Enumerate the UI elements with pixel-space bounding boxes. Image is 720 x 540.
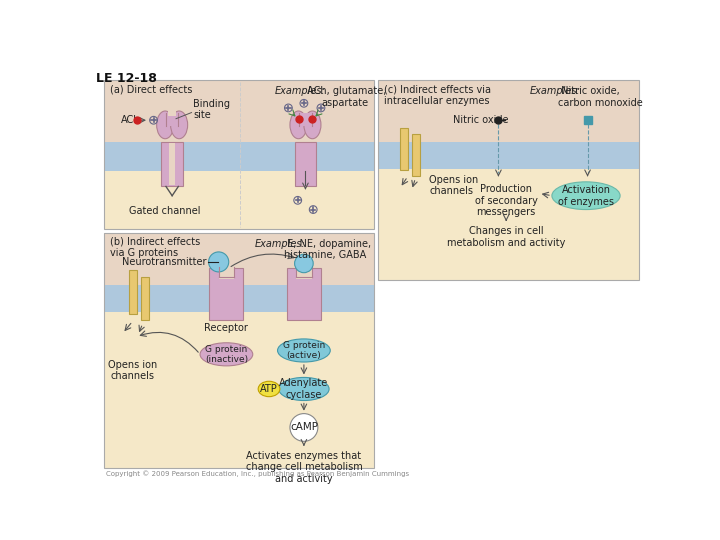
Text: G protein
(active): G protein (active)	[283, 341, 325, 360]
Text: Changes in cell
metabolism and activity: Changes in cell metabolism and activity	[447, 226, 565, 248]
Circle shape	[290, 414, 318, 441]
Bar	[294, 142, 316, 186]
Text: Binding
site: Binding site	[193, 99, 230, 120]
Bar	[296, 267, 312, 279]
Text: Gated channel: Gated channel	[129, 206, 200, 215]
Ellipse shape	[171, 111, 188, 139]
Bar	[413, 134, 420, 177]
Bar	[104, 80, 374, 142]
Bar	[378, 168, 639, 280]
Ellipse shape	[290, 111, 307, 139]
Ellipse shape	[304, 111, 321, 139]
Text: Opens ion
channels: Opens ion channels	[108, 360, 157, 381]
Bar	[141, 278, 149, 320]
Text: Copyright © 2009 Pearson Education, Inc., publishing as Pearson Benjamin Cumming: Copyright © 2009 Pearson Education, Inc.…	[106, 470, 409, 477]
Text: (c) Indirect effects via
intracellular enzymes: (c) Indirect effects via intracellular e…	[384, 84, 492, 106]
Text: (a) Direct effects: (a) Direct effects	[110, 84, 192, 94]
Bar	[168, 110, 176, 116]
Text: (b) Indirect effects
via G proteins: (b) Indirect effects via G proteins	[110, 237, 200, 258]
Text: LE 12-18: LE 12-18	[96, 72, 157, 85]
Bar	[104, 233, 374, 285]
Ellipse shape	[277, 339, 330, 362]
Text: Activation
of enzymes: Activation of enzymes	[558, 185, 614, 206]
Ellipse shape	[157, 111, 174, 139]
Text: Production
of secondary
messengers: Production of secondary messengers	[474, 184, 538, 217]
Bar	[166, 112, 179, 126]
Text: Examples:: Examples:	[274, 86, 325, 96]
Text: Neurotransmitter: Neurotransmitter	[122, 257, 206, 267]
Text: E, NE, dopamine,
histamine, GABA: E, NE, dopamine, histamine, GABA	[284, 239, 371, 260]
Bar	[378, 142, 639, 168]
Text: ATP: ATP	[260, 384, 278, 394]
Ellipse shape	[552, 182, 620, 210]
Text: Receptor: Receptor	[204, 323, 248, 333]
Text: Activates enzymes that
change cell metabolism
and activity: Activates enzymes that change cell metab…	[246, 450, 362, 484]
Bar	[169, 143, 175, 185]
Text: cAMP: cAMP	[290, 422, 318, 433]
Bar	[104, 171, 374, 229]
Text: ACh, glutamate,
aspartate: ACh, glutamate, aspartate	[304, 86, 386, 108]
Text: Opens ion
channels: Opens ion channels	[429, 175, 479, 197]
Text: Adenylate
cyclase: Adenylate cyclase	[279, 378, 328, 400]
Bar	[378, 80, 639, 142]
Bar	[210, 268, 243, 320]
Bar	[400, 128, 408, 170]
Bar	[104, 233, 374, 468]
Bar	[287, 268, 321, 320]
Bar	[129, 269, 137, 314]
Text: G protein
(inactive): G protein (inactive)	[204, 345, 248, 364]
Text: Nitric oxide: Nitric oxide	[454, 115, 509, 125]
Ellipse shape	[258, 381, 280, 397]
Bar	[161, 142, 183, 186]
Bar	[300, 112, 312, 126]
Bar	[104, 312, 374, 468]
Bar	[104, 285, 374, 312]
Bar	[104, 80, 374, 229]
Text: ACh: ACh	[121, 115, 140, 125]
Bar	[219, 267, 234, 279]
Circle shape	[294, 254, 313, 273]
Text: Examples:: Examples:	[255, 239, 306, 249]
Circle shape	[209, 252, 229, 272]
Ellipse shape	[279, 377, 329, 401]
Ellipse shape	[200, 343, 253, 366]
Text: Examples:: Examples:	[529, 86, 580, 96]
Bar	[104, 142, 374, 171]
Text: Nitric oxide,
carbon monoxide: Nitric oxide, carbon monoxide	[558, 86, 643, 108]
Bar	[378, 80, 639, 280]
